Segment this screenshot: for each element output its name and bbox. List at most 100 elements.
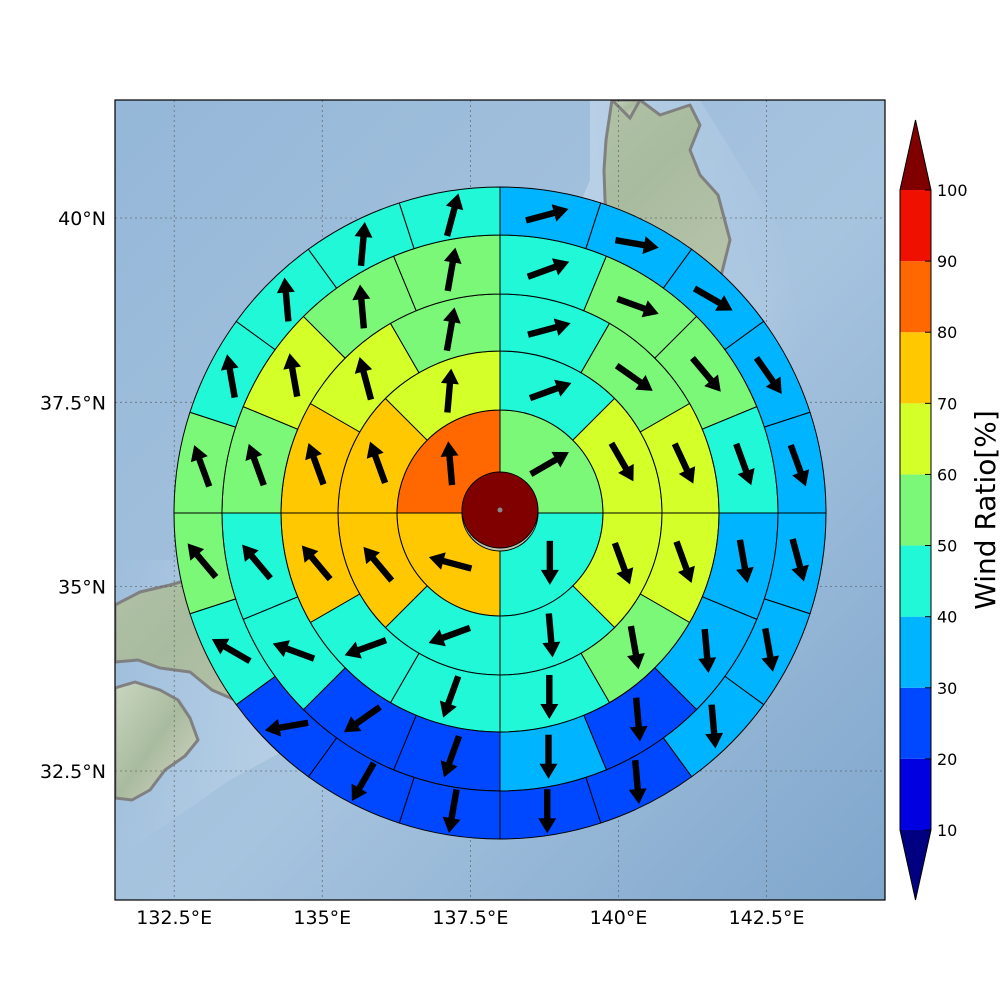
wind-arrow — [220, 354, 239, 399]
wind-arrow — [242, 544, 273, 581]
wind-arrow — [529, 451, 569, 477]
wind-arrow — [354, 221, 373, 267]
colorbar-over-extension — [900, 120, 931, 190]
wind-arrow — [705, 704, 724, 749]
wind-arrow — [305, 443, 327, 486]
wind-arrow — [736, 539, 754, 584]
wind-arrow — [264, 718, 309, 737]
wind-arrow — [440, 368, 459, 413]
lon-tick-label: 142.5°E — [729, 907, 805, 929]
latitude-axis-labels: 40°N 37.5°N 35°N 32.5°N — [40, 208, 106, 783]
wind-arrow — [440, 734, 463, 778]
colorbar-tick-label: 10 — [937, 821, 957, 840]
wind-arrow — [211, 638, 252, 664]
wind-arrow — [525, 204, 569, 224]
hokkaido-land — [609, 100, 642, 121]
colorbar-tick-label: 50 — [937, 537, 957, 556]
center-marker — [497, 507, 503, 513]
wind-arrow — [276, 277, 295, 322]
wind-arrow — [627, 625, 645, 670]
lat-tick-label: 32.5°N — [40, 761, 106, 783]
wind-arrow — [692, 285, 733, 311]
wind-arrow — [443, 307, 461, 352]
map-panel[interactable] — [115, 100, 885, 900]
wind-arrow — [733, 442, 755, 486]
wind-arrow — [628, 759, 647, 805]
wind-arrow — [540, 675, 559, 720]
wind-arrow — [629, 697, 648, 742]
lon-tick-label: 140°E — [590, 907, 648, 929]
colorbar-bin — [900, 545, 931, 617]
wind-arrow — [272, 640, 316, 662]
colorbar: 10 20 30 40 50 60 70 80 90 100 Wind Ratio[%] — [899, 119, 1000, 901]
colorbar-bin — [900, 261, 931, 333]
wind-arrow — [614, 236, 659, 254]
wind-arrow — [354, 357, 375, 401]
wind-arrow — [753, 356, 782, 394]
longitude-axis-labels: 132.5°E 135°E 137.5°E 140°E 142.5°E — [136, 907, 804, 929]
lon-tick-label: 137.5°E — [432, 907, 508, 929]
colorbar-bin — [900, 403, 931, 475]
wind-arrow — [443, 247, 462, 292]
wind-arrow — [344, 637, 388, 659]
colorbar-bin — [900, 616, 931, 688]
lat-tick-label: 37.5°N — [40, 392, 106, 414]
colorbar-tick-label: 80 — [937, 323, 957, 342]
wind-arrow — [528, 379, 572, 402]
wind-arrow — [440, 441, 459, 486]
colorbar-tick-label: 100 — [937, 181, 968, 200]
wind-arrow — [366, 441, 389, 485]
colorbar-bin — [900, 332, 931, 404]
wind-arrow — [283, 353, 302, 398]
lon-tick-label: 135°E — [293, 907, 351, 929]
wind-arrow — [542, 613, 561, 658]
wind-arrow — [787, 443, 810, 487]
colorbar-tick-label: 90 — [937, 252, 957, 271]
wind-arrow — [527, 318, 571, 338]
colorbar-tick-label: 70 — [937, 394, 957, 413]
wind-arrow — [442, 789, 461, 833]
colorbar-tick-label: 60 — [937, 465, 957, 484]
wind-arrow — [428, 624, 472, 647]
wind-arrow — [538, 789, 557, 834]
wind-arrow — [363, 546, 395, 583]
wind-arrow — [439, 675, 462, 718]
lat-tick-label: 40°N — [58, 208, 106, 230]
colorbar-bin — [900, 190, 931, 262]
colorbar-tick-label: 40 — [937, 608, 957, 627]
wind-arrow — [690, 356, 721, 392]
wind-arrow — [789, 538, 809, 582]
colorbar-title: Wind Ratio[%] — [969, 410, 1000, 610]
wind-arrow — [428, 552, 473, 572]
colorbar-bin — [900, 474, 931, 546]
wind-arrow — [343, 704, 382, 733]
colorbar-bin — [900, 687, 931, 759]
wind-arrow — [539, 734, 558, 779]
colorbar-tick-label: 30 — [937, 679, 957, 698]
wind-arrow — [611, 541, 634, 585]
wind-arrow — [351, 761, 377, 802]
wind-arrow — [190, 445, 213, 488]
wind-arrow — [443, 193, 464, 237]
wind-arrow — [673, 540, 695, 583]
wind-arrow — [540, 540, 559, 585]
wind-arrow — [608, 441, 634, 482]
map-frame — [114, 99, 886, 901]
wind-arrow — [245, 443, 267, 487]
wind-arrow — [614, 363, 653, 391]
colorbar-bin — [900, 758, 931, 830]
wind-arrow — [671, 442, 696, 484]
lon-tick-label: 132.5°E — [136, 907, 212, 929]
wind-arrow — [352, 284, 371, 329]
wind-arrow — [301, 545, 333, 582]
lat-tick-label: 35°N — [58, 577, 106, 599]
wind-sectors — [173, 186, 827, 840]
wind-arrow — [526, 258, 570, 280]
colorbar-tick-label: 20 — [937, 750, 957, 769]
wind-arrow — [187, 543, 219, 580]
wind-arrows — [187, 193, 810, 834]
kyushu-land — [115, 680, 200, 802]
colorbar-under-extension — [900, 830, 931, 900]
wind-arrow — [616, 295, 659, 318]
